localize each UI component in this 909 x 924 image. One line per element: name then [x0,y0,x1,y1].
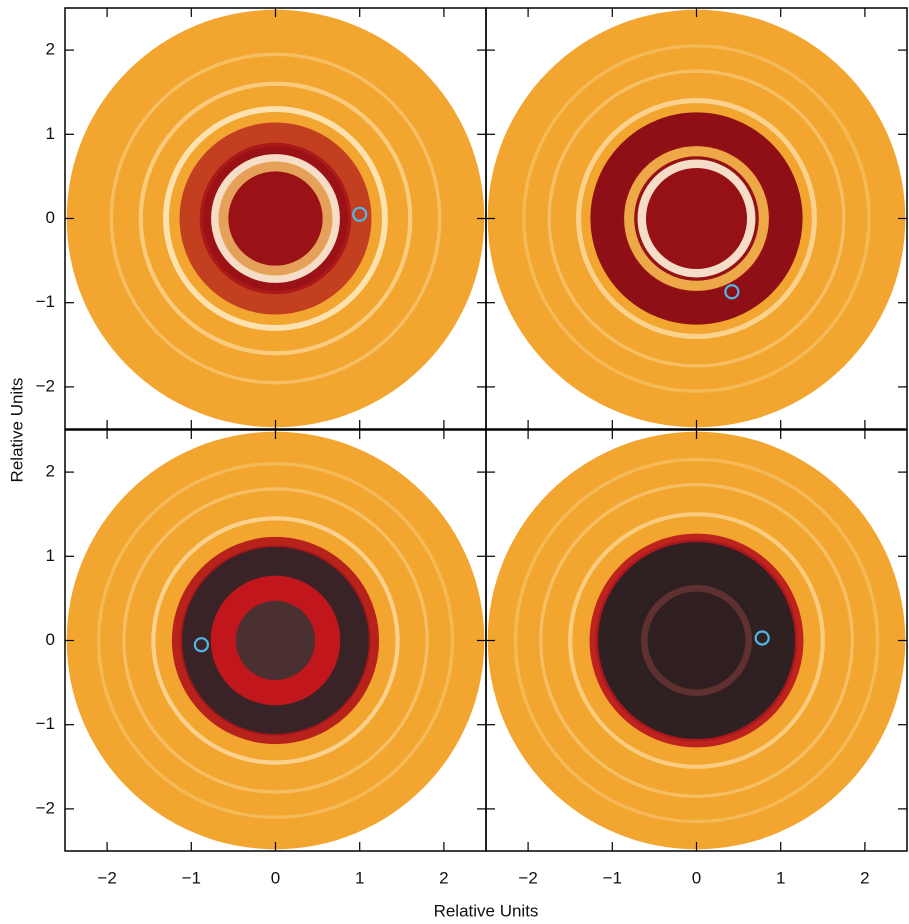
disk-ring [513,457,880,824]
disk-ring [138,81,413,356]
disk-ring [522,44,871,393]
y-axis-label: Relative Units [7,378,26,483]
disk-ring [122,487,429,794]
disk-ring [624,146,769,291]
disk-ring [576,98,817,339]
x-tick-label: −2 [518,868,537,887]
disk-ring [539,483,854,798]
disk-ring [620,142,773,295]
disk-ring [218,161,333,276]
disk-ring [171,536,380,745]
disk-ring [211,154,340,283]
x-tick-label: 2 [439,868,448,887]
disk-ring [179,122,372,315]
disk-ring [109,52,442,385]
disk-ring [637,159,756,278]
panel [66,9,485,428]
planet [724,284,740,300]
y-tick-label: 1 [46,124,55,143]
x-tick-label: 0 [271,868,280,887]
y-tick-label: 0 [46,630,55,649]
disk-ring [151,516,400,765]
x-tick-label: 2 [860,868,869,887]
disk-ring [590,112,803,325]
disk-ring [208,573,343,708]
planet [754,630,770,646]
planet [352,206,368,222]
y-tick-label: −1 [36,292,55,311]
planet [193,637,210,653]
x-tick-label: 1 [355,868,364,887]
x-tick-label: 0 [692,868,701,887]
y-tick-label: 1 [46,546,55,565]
y-tick-label: −1 [36,714,55,733]
disk-ring [199,142,352,295]
y-tick-label: −2 [36,798,55,817]
disk-ring [640,584,753,697]
x-tick-label: −1 [603,868,622,887]
y-tick-label: 2 [46,40,55,59]
y-tick-label: 0 [46,208,55,227]
disk-ring [163,106,388,331]
disk-ring [595,539,798,742]
panel [66,431,485,850]
disk-ring [210,575,341,706]
disk-ring [589,533,804,748]
y-tick-label: −2 [36,376,55,395]
disk-ring [547,69,846,368]
panel [487,9,906,428]
x-tick-label: 1 [776,868,785,887]
panel [487,431,906,850]
x-tick-label: −1 [182,868,201,887]
disk-ring [96,461,455,820]
x-tick-label: −2 [97,868,116,887]
disk-ring [603,547,790,734]
disk-ring [568,512,825,769]
y-tick-label: 2 [46,462,55,481]
x-axis-label: Relative Units [434,901,539,920]
